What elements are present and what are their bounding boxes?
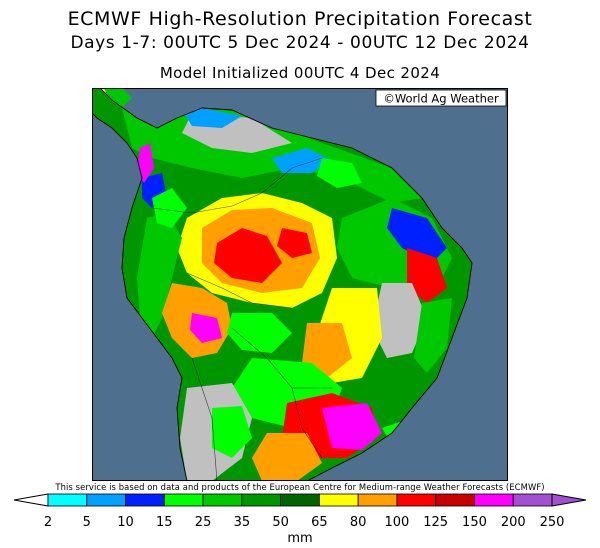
scale-swatch: [357, 493, 398, 507]
country-borders: [151, 157, 332, 481]
scale-tick-label: 200: [501, 515, 526, 530]
ecmwf-attribution: This service is based on data and produc…: [55, 482, 545, 492]
scale-tick-label: 2: [44, 515, 52, 530]
scale-tick-label: 35: [234, 515, 251, 530]
scale-tick-label: 5: [83, 515, 91, 530]
scale-swatch: [125, 493, 165, 507]
scale-swatch: [474, 493, 514, 507]
model-initialized: Model Initialized 00UTC 4 Dec 2024: [159, 64, 441, 82]
watermark: ©World Ag Weather: [383, 92, 499, 106]
forecast-period: Days 1-7: 00UTC 5 Dec 2024 - 00UTC 12 De…: [70, 33, 530, 53]
scale-swatch: [86, 493, 126, 507]
precipitation-color-scale: 2 5 10 15 25 35 50 65 80 100 125 150 200 250 mm: [13, 493, 587, 546]
scale-tick-label: 150: [462, 515, 487, 530]
scale-arrow-high: [551, 493, 587, 507]
scale-tick-label: 125: [423, 515, 448, 530]
precipitation-map: ©World Ag Weather: [92, 88, 508, 481]
scale-swatch: [241, 493, 282, 507]
scale-tick-label: 250: [540, 515, 565, 530]
scale-unit: mm: [287, 531, 312, 546]
watermark-box: ©World Ag Weather: [375, 89, 507, 107]
scale-tick-label: 25: [195, 515, 212, 530]
scale-swatch: [280, 493, 320, 507]
scale-swatch: [396, 493, 437, 507]
scale-arrow-low: [13, 493, 49, 507]
scale-tick-label: 80: [350, 515, 367, 530]
scale-swatch: [435, 493, 475, 507]
scale-swatch: [47, 493, 88, 507]
map-title: ECMWF High-Resolution Precipitation Fore…: [67, 8, 533, 30]
scale-swatch: [202, 493, 243, 507]
map-frame: [92, 88, 508, 481]
scale-swatch: [512, 493, 553, 507]
land-precip: [92, 88, 472, 481]
scale-tick-label: 15: [156, 515, 173, 530]
scale-tick-label: 10: [117, 515, 134, 530]
scale-swatch: [318, 493, 359, 507]
scale-tick-label: 100: [385, 515, 410, 530]
scale-swatch: [163, 493, 204, 507]
scale-tick-label: 50: [272, 515, 289, 530]
scale-tick-label: 65: [311, 515, 328, 530]
